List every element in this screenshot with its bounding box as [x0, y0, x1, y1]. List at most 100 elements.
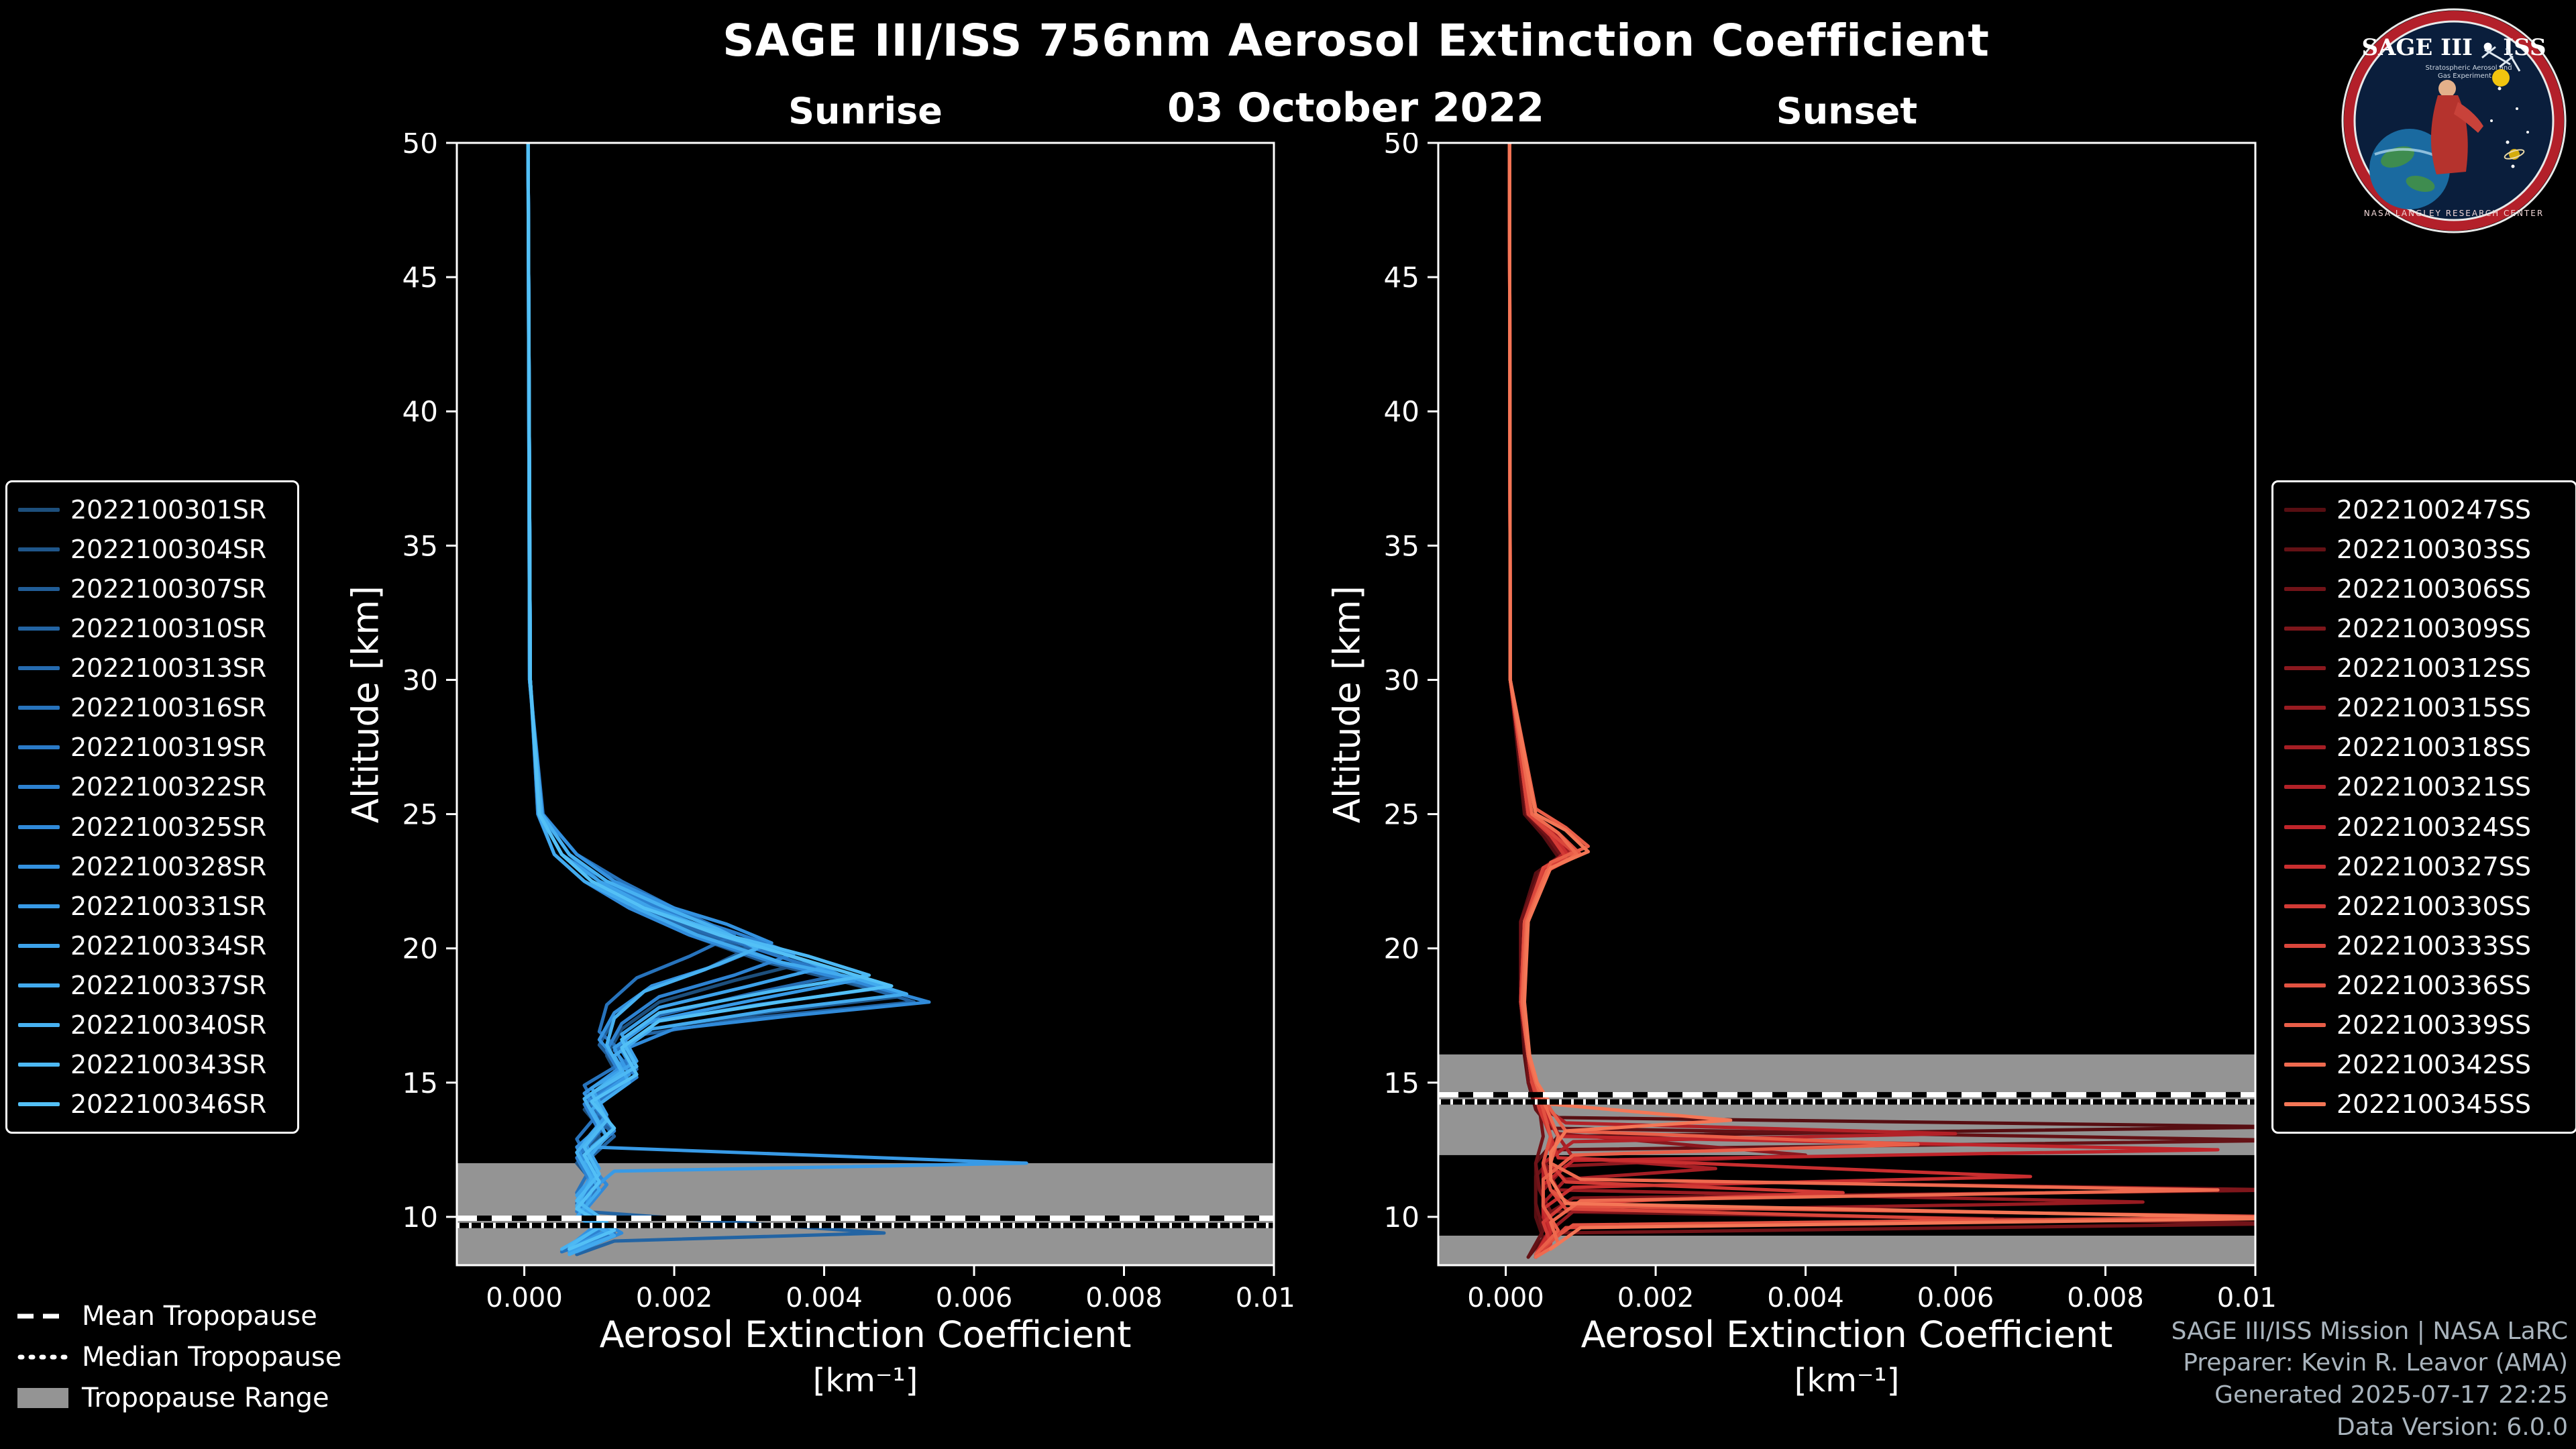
sage-iss-logo: SAGE III • ISS Stratospheric Aerosol and…	[2341, 8, 2567, 233]
plot-svg-1: 0.000 0.002 0.004 0.006 0.008 0.010 10 15 20 25 30…	[1384, 133, 2275, 1313]
svg-text:0.006: 0.006	[936, 1283, 1013, 1313]
svg-text:0.002: 0.002	[1617, 1283, 1695, 1313]
legend-line-swatch	[2284, 943, 2326, 948]
legend-line-swatch	[2284, 904, 2326, 908]
legend-line-swatch	[18, 587, 60, 592]
plot-svg-0: 0.000 0.002 0.004 0.006 0.008 0.010 10 15 20 25 30…	[402, 133, 1294, 1313]
legend-label: 2022100327SS	[2337, 851, 2532, 881]
sunrise-x-axis-units: [km⁻¹]	[812, 1362, 918, 1399]
earth-icon	[2369, 129, 2450, 209]
legend-line-swatch	[2284, 1022, 2326, 1027]
legend-line-swatch	[18, 1022, 60, 1027]
svg-text:20: 20	[1384, 932, 1419, 965]
legend-item: 2022100312SS	[2284, 649, 2565, 688]
range-band-swatch	[17, 1388, 68, 1408]
legend-label: 2022100325SR	[70, 812, 267, 842]
footer-data-version: Data Version: 6.0.0	[2337, 1413, 2568, 1442]
svg-text:45: 45	[402, 261, 438, 294]
legend-item: 2022100319SR	[18, 728, 286, 767]
sunrise-x-axis-label: Aerosol Extinction Coefficient	[599, 1313, 1132, 1356]
stars-icon	[2490, 87, 2529, 168]
sun-icon	[2492, 69, 2510, 87]
legend-item: 2022100322SR	[18, 767, 286, 806]
legend-label: 2022100346SR	[70, 1089, 267, 1119]
tropopause-range-legend-item: Tropopause Range	[17, 1381, 329, 1415]
legend-label: 2022100309SS	[2337, 614, 2532, 644]
legend-label: 2022100337SR	[70, 970, 267, 1000]
legend-line-swatch	[18, 745, 60, 750]
legend-line-swatch	[18, 508, 60, 512]
legend-line-swatch	[18, 666, 60, 671]
legend-label: 2022100331SR	[70, 891, 267, 921]
sunrise-legend-box: 2022100301SR 2022100304SR 2022100307SR 2022…	[5, 480, 299, 1134]
svg-text:35: 35	[402, 529, 438, 562]
legend-line-swatch	[18, 1062, 60, 1067]
legend-label: 2022100343SR	[70, 1049, 267, 1079]
legend-label: 2022100334SR	[70, 930, 267, 961]
plot-legend-1: 2022100247SS 2022100303SS 2022100306SS 2022…	[2284, 490, 2565, 1124]
svg-text:15: 15	[402, 1067, 438, 1099]
legend-line-swatch	[18, 864, 60, 869]
plot-legend-0: 2022100301SR 2022100304SR 2022100307SR 2022…	[18, 490, 286, 1124]
legend-line-swatch	[2284, 1102, 2326, 1106]
legend-line-swatch	[18, 1102, 60, 1106]
legend-label: 2022100342SS	[2337, 1049, 2532, 1079]
svg-text:25: 25	[1384, 798, 1419, 831]
legend-item: 2022100331SR	[18, 887, 286, 926]
legend-label: 2022100322SR	[70, 772, 267, 802]
page-title: SAGE III/ISS 756nm Aerosol Extinction Co…	[722, 15, 1990, 66]
legend-item: 2022100340SR	[18, 1006, 286, 1044]
legend-item: 2022100327SS	[2284, 847, 2565, 886]
sunset-panel-title: Sunset	[1776, 90, 1918, 132]
legend-item: 2022100304SR	[18, 530, 286, 569]
svg-text:50: 50	[402, 133, 438, 160]
svg-text:0.006: 0.006	[1917, 1283, 1994, 1313]
svg-text:50: 50	[1384, 133, 1419, 160]
legend-label: 2022100316SR	[70, 693, 267, 723]
legend-item: 2022100337SR	[18, 966, 286, 1005]
dashed-line-swatch	[17, 1313, 68, 1319]
legend-line-swatch	[2284, 666, 2326, 671]
legend-item: 2022100334SR	[18, 926, 286, 965]
tropopause-range-label: Tropopause Range	[82, 1383, 329, 1413]
dotted-line-swatch	[17, 1354, 68, 1360]
legend-label: 2022100307SR	[70, 574, 267, 604]
svg-text:20: 20	[402, 932, 438, 965]
legend-item: 2022100324SS	[2284, 808, 2565, 847]
svg-text:0.000: 0.000	[1467, 1283, 1544, 1313]
median-tropopause-legend-item: Median Tropopause	[17, 1340, 341, 1375]
footer-preparer: Preparer: Kevin R. Leavor (AMA)	[2183, 1349, 2568, 1377]
logo-outer-ring	[2341, 8, 2567, 233]
sunset-legend-box: 2022100247SS 2022100303SS 2022100306SS 2022…	[2271, 480, 2576, 1134]
svg-text:0.008: 0.008	[2067, 1283, 2144, 1313]
legend-item: 2022100309SS	[2284, 609, 2565, 648]
iss-icon	[2481, 46, 2521, 72]
legend-item: 2022100313SR	[18, 649, 286, 688]
date-subtitle: 03 October 2022	[1167, 85, 1544, 131]
legend-line-swatch	[2284, 547, 2326, 552]
legend-line-swatch	[2284, 745, 2326, 750]
legend-label: 2022100328SR	[70, 851, 267, 881]
legend-item: 2022100307SR	[18, 570, 286, 608]
figure-icon	[2430, 80, 2483, 174]
legend-line-swatch	[2284, 1062, 2326, 1067]
legend-label: 2022100303SS	[2337, 535, 2532, 565]
footer-generated: Generated 2025-07-17 22:25	[2214, 1381, 2568, 1409]
svg-text:0.000: 0.000	[486, 1283, 563, 1313]
legend-item: 2022100316SR	[18, 688, 286, 727]
legend-label: 2022100345SS	[2337, 1089, 2532, 1119]
logo-ring-text: NASA LANGLEY RESEARCH CENTER	[2364, 209, 2544, 218]
svg-text:0.008: 0.008	[1085, 1283, 1163, 1313]
legend-item: 2022100333SS	[2284, 926, 2565, 965]
legend-line-swatch	[2284, 627, 2326, 631]
svg-text:40: 40	[1384, 395, 1419, 428]
sunset-x-axis-units: [km⁻¹]	[1794, 1362, 1900, 1399]
legend-item: 2022100330SS	[2284, 887, 2565, 926]
footer-credits: SAGE III/ISS Mission | NASA LaRC Prepare…	[2171, 1316, 2568, 1444]
legend-line-swatch	[18, 547, 60, 552]
legend-item: 2022100336SS	[2284, 966, 2565, 1005]
legend-line-swatch	[18, 627, 60, 631]
svg-text:10: 10	[402, 1201, 438, 1234]
mean-tropopause-legend-item: Mean Tropopause	[17, 1299, 317, 1334]
svg-text:10: 10	[1384, 1201, 1419, 1234]
